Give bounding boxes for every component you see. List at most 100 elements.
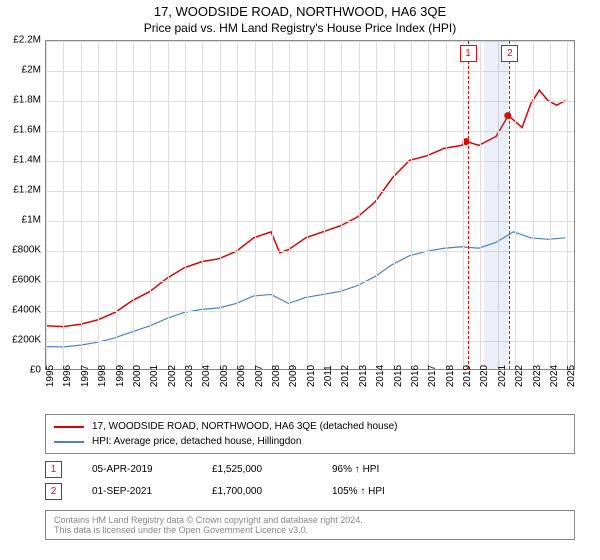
x-tick-label: 2019 (462, 365, 473, 387)
x-tick-label: 1998 (97, 365, 108, 387)
x-tick-label: 2012 (340, 365, 351, 387)
sale-marker: 1 (45, 461, 62, 478)
x-tick-label: 2006 (236, 365, 247, 387)
legend-swatch (54, 441, 84, 443)
legend-row: 17, WOODSIDE ROAD, NORTHWOOD, HA6 3QE (d… (54, 419, 566, 434)
y-tick-label: £200K (12, 335, 41, 346)
x-tick-label: 2000 (132, 365, 143, 387)
gridline-v (394, 41, 395, 369)
footer-line1: Contains HM Land Registry data © Crown c… (54, 515, 566, 525)
x-tick-label: 2023 (532, 365, 543, 387)
x-tick-label: 1995 (45, 365, 56, 387)
x-tick-label: 2015 (393, 365, 404, 387)
x-tick-label: 2011 (323, 365, 334, 387)
x-tick-label: 2013 (358, 365, 369, 387)
page-subtitle: Price paid vs. HM Land Registry's House … (0, 19, 600, 35)
gridline-v (307, 41, 308, 369)
y-tick-label: £2M (22, 65, 41, 76)
shaded-region (484, 41, 508, 369)
gridline-v (463, 41, 464, 369)
y-tick-label: £800K (12, 245, 41, 256)
gridline-v (550, 41, 551, 369)
gridline-v (116, 41, 117, 369)
sale-price: £1,700,000 (212, 486, 302, 497)
gridline-v (567, 41, 568, 369)
gridline-v (411, 41, 412, 369)
x-tick-label: 2017 (427, 365, 438, 387)
y-tick-label: £0 (30, 365, 41, 376)
x-tick-label: 2005 (219, 365, 230, 387)
footer: Contains HM Land Registry data © Crown c… (45, 510, 575, 540)
gridline-v (533, 41, 534, 369)
x-tick-label: 2022 (514, 365, 525, 387)
gridline-v (220, 41, 221, 369)
gridline-v (237, 41, 238, 369)
page-title: 17, WOODSIDE ROAD, NORTHWOOD, HA6 3QE (0, 0, 600, 19)
y-axis: £0£200K£400K£600K£800K£1M£1.2M£1.4M£1.6M… (0, 40, 43, 370)
x-tick-label: 2004 (201, 365, 212, 387)
marker-line (509, 41, 510, 369)
sale-row: 2 01-SEP-2021 £1,700,000 105% ↑ HPI (45, 480, 575, 502)
x-tick-label: 1999 (115, 365, 126, 387)
y-tick-label: £1.8M (13, 95, 41, 106)
x-tick-label: 2009 (288, 365, 299, 387)
sale-price: £1,525,000 (212, 464, 302, 475)
footer-line2: This data is licensed under the Open Gov… (54, 525, 566, 535)
x-tick-label: 2020 (479, 365, 490, 387)
y-tick-label: £2.2M (13, 35, 41, 46)
sale-pct: 105% ↑ HPI (332, 486, 385, 497)
marker-badge: 2 (501, 45, 518, 62)
sale-marker: 2 (45, 483, 62, 500)
gridline-v (81, 41, 82, 369)
sale-pct: 96% ↑ HPI (332, 464, 379, 475)
gridline-v (150, 41, 151, 369)
y-tick-label: £1.2M (13, 185, 41, 196)
gridline-v (446, 41, 447, 369)
y-tick-label: £400K (12, 305, 41, 316)
sale-date: 05-APR-2019 (92, 464, 182, 475)
gridline-v (255, 41, 256, 369)
x-tick-label: 2003 (184, 365, 195, 387)
y-tick-label: £1M (22, 215, 41, 226)
x-axis: 1995199619971998199920002001200220032004… (45, 372, 575, 412)
gridline-v (168, 41, 169, 369)
gridline-v (376, 41, 377, 369)
gridline-v (98, 41, 99, 369)
gridline-v (324, 41, 325, 369)
marker-line (468, 41, 469, 369)
gridline-v (359, 41, 360, 369)
x-tick-label: 2021 (497, 365, 508, 387)
x-tick-label: 2014 (375, 365, 386, 387)
x-tick-label: 2018 (445, 365, 456, 387)
marker-badge: 1 (460, 45, 477, 62)
x-tick-label: 2001 (149, 365, 160, 387)
legend-swatch (54, 426, 84, 428)
x-tick-label: 1997 (80, 365, 91, 387)
x-tick-label: 2007 (254, 365, 265, 387)
y-tick-label: £1.6M (13, 125, 41, 136)
gridline-v (289, 41, 290, 369)
y-tick-label: £600K (12, 275, 41, 286)
x-tick-label: 2025 (566, 365, 577, 387)
sale-row: 1 05-APR-2019 £1,525,000 96% ↑ HPI (45, 458, 575, 480)
sales-table: 1 05-APR-2019 £1,525,000 96% ↑ HPI 2 01-SEP-2… (45, 458, 575, 502)
gridline-v (202, 41, 203, 369)
legend-label: HPI: Average price, detached house, Hill… (92, 436, 301, 447)
x-tick-label: 2008 (271, 365, 282, 387)
legend: 17, WOODSIDE ROAD, NORTHWOOD, HA6 3QE (d… (45, 414, 575, 454)
gridline-v (515, 41, 516, 369)
x-tick-label: 2016 (410, 365, 421, 387)
y-tick-label: £1.4M (13, 155, 41, 166)
gridline-v (428, 41, 429, 369)
x-tick-label: 1996 (62, 365, 73, 387)
gridline-v (63, 41, 64, 369)
legend-row: HPI: Average price, detached house, Hill… (54, 434, 566, 449)
sale-date: 01-SEP-2021 (92, 486, 182, 497)
gridline-v (480, 41, 481, 369)
chart-area: 12 (45, 40, 575, 370)
gridline-v (46, 41, 47, 369)
gridline-v (341, 41, 342, 369)
legend-label: 17, WOODSIDE ROAD, NORTHWOOD, HA6 3QE (d… (92, 421, 397, 432)
x-tick-label: 2010 (306, 365, 317, 387)
gridline-v (272, 41, 273, 369)
